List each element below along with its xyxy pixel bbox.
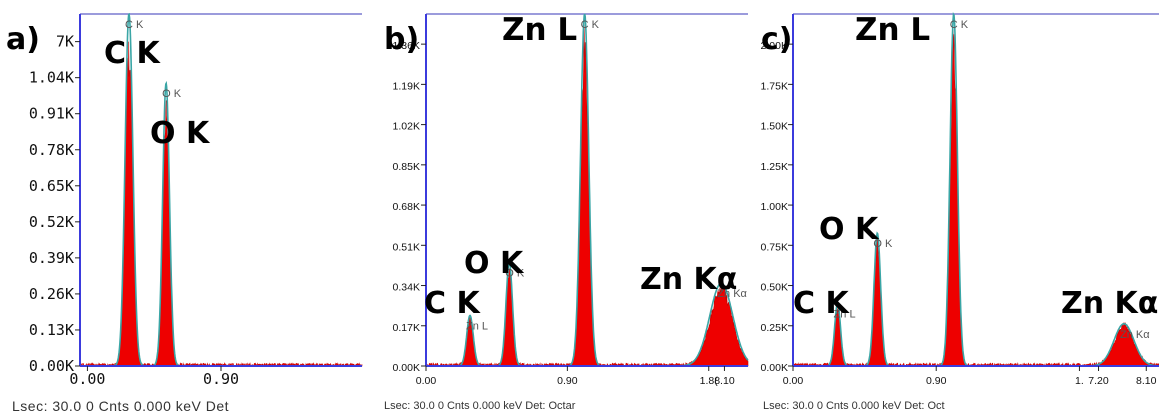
status-line: Lsec: 30.0 0 Cnts 0.000 keV Det: Octar [384, 400, 576, 412]
panel-label: c) [761, 22, 793, 57]
y-tick-label: 0.34K [393, 282, 420, 294]
peak-marker: Zn Kα [717, 288, 747, 300]
peak-label-o-k: O K [819, 212, 879, 247]
y-tick-label: 0.00K [29, 357, 74, 375]
y-tick-label: 1.04K [29, 69, 74, 87]
peak-label-zn-ka: Zn Kα [640, 262, 738, 297]
y-tick-label: 7K [56, 33, 74, 51]
x-tick-label: 0.90 [557, 375, 578, 387]
y-tick-label: 0.52K [29, 213, 74, 231]
x-tick-label: 8.10 [714, 375, 735, 387]
peak-label-c-k: C K [793, 286, 849, 321]
y-tick-label: 1.50K [761, 121, 788, 133]
y-tick-label: 0.00K [761, 362, 788, 374]
y-tick-label: 0.25K [761, 322, 788, 334]
peak-marker: C K [125, 19, 144, 31]
y-tick-label: 0.78K [29, 141, 74, 159]
y-tick-label: 0.51K [393, 241, 420, 253]
x-tick-label: 0.00 [69, 370, 105, 388]
peak-label-zn-l: Zn L [855, 12, 931, 48]
y-tick-label: 0.26K [29, 285, 74, 303]
spectrum-panel-b: Zn L O K C K Zn Kα 0.00K 0.17K 0.34K 0.51K 0.68K… [378, 0, 752, 416]
peak-marker: Zn Kα [1120, 329, 1150, 341]
y-tick-label: 0.13K [29, 321, 74, 339]
spectrum-chart-a: C K O K 0.00K 0.13K 0.26K 0.39K 0.52K 0.65K 0.78… [29, 12, 363, 388]
peak-marker: C K [581, 19, 600, 31]
y-tick-label: 1.25K [761, 161, 788, 173]
y-tick-label: 0.50K [761, 282, 788, 294]
panel-label: b) [384, 22, 420, 57]
y-tick-label: 1.36K [393, 40, 420, 52]
spectrum-chart-b: Zn L O K C K Zn Kα 0.00K 0.17K 0.34K 0.51K 0.68K… [393, 13, 749, 387]
x-tick-label: 8.10 [1136, 375, 1157, 387]
x-tick-label: 0.00 [416, 375, 437, 387]
y-tick-label: 0.68K [393, 201, 420, 213]
y-tick-label: 1.19K [393, 80, 420, 92]
x-tick-label: 0.00 [783, 375, 804, 387]
spectrum-panel-c: Zn L O K C K Zn Kα 0.00K 0.25K 0.50K 0.75K 1.00K… [755, 0, 1159, 416]
peak-marker: C K [950, 19, 969, 31]
spectrum-fill [79, 41, 363, 368]
panel-label: a) [6, 22, 40, 57]
y-tick-label: 0.91K [29, 105, 74, 123]
peak-label-c-k: C K [424, 286, 480, 321]
y-tick-label: 1.75K [761, 80, 788, 92]
y-tick-label: 0.85K [393, 161, 420, 173]
peak-marker: O K [162, 88, 182, 100]
peak-marker: Zn L [466, 320, 488, 332]
y-tick-label: 0.17K [393, 322, 420, 334]
x-tick-label: 0.90 [926, 375, 947, 387]
y-tick-label: 1.00K [761, 201, 788, 213]
spectrum-panel-a: C K O K 0.00K 0.13K 0.26K 0.39K 0.52K 0.65K 0.78… [0, 0, 370, 416]
y-tick-label: 2.00K [761, 40, 788, 52]
x-tick-label: 0.90 [203, 370, 239, 388]
peak-marker: O K [505, 267, 525, 279]
status-line: Lsec: 30.0 0 Cnts 0.000 keV Det [12, 398, 230, 414]
status-line: Lsec: 30.0 0 Cnts 0.000 keV Det: Oct [763, 400, 945, 412]
y-tick-label: 0.65K [29, 177, 74, 195]
peak-marker: Zn L [834, 308, 856, 320]
peak-marker: O K [873, 238, 893, 250]
y-tick-label: 0.75K [761, 241, 788, 253]
x-tick-label: 7.20 [1088, 375, 1109, 387]
x-tick-label: 1.8( [700, 375, 719, 387]
peak-label-o-k: O K [464, 246, 524, 281]
peak-label-zn-ka: Zn Kα [1061, 286, 1159, 321]
spectrum-chart-c: Zn L O K C K Zn Kα 0.00K 0.25K 0.50K 0.75K 1.00K… [761, 12, 1159, 387]
y-tick-label: 0.39K [29, 249, 74, 267]
peak-label-zn-l: Zn L [502, 12, 578, 48]
y-tick-label: 1.02K [393, 121, 420, 133]
peak-label-c-k: C K [104, 36, 160, 71]
y-tick-label: 0.00K [393, 362, 420, 374]
peak-label-o-k: O K [150, 116, 210, 151]
x-tick-label: 1. [1075, 375, 1084, 387]
